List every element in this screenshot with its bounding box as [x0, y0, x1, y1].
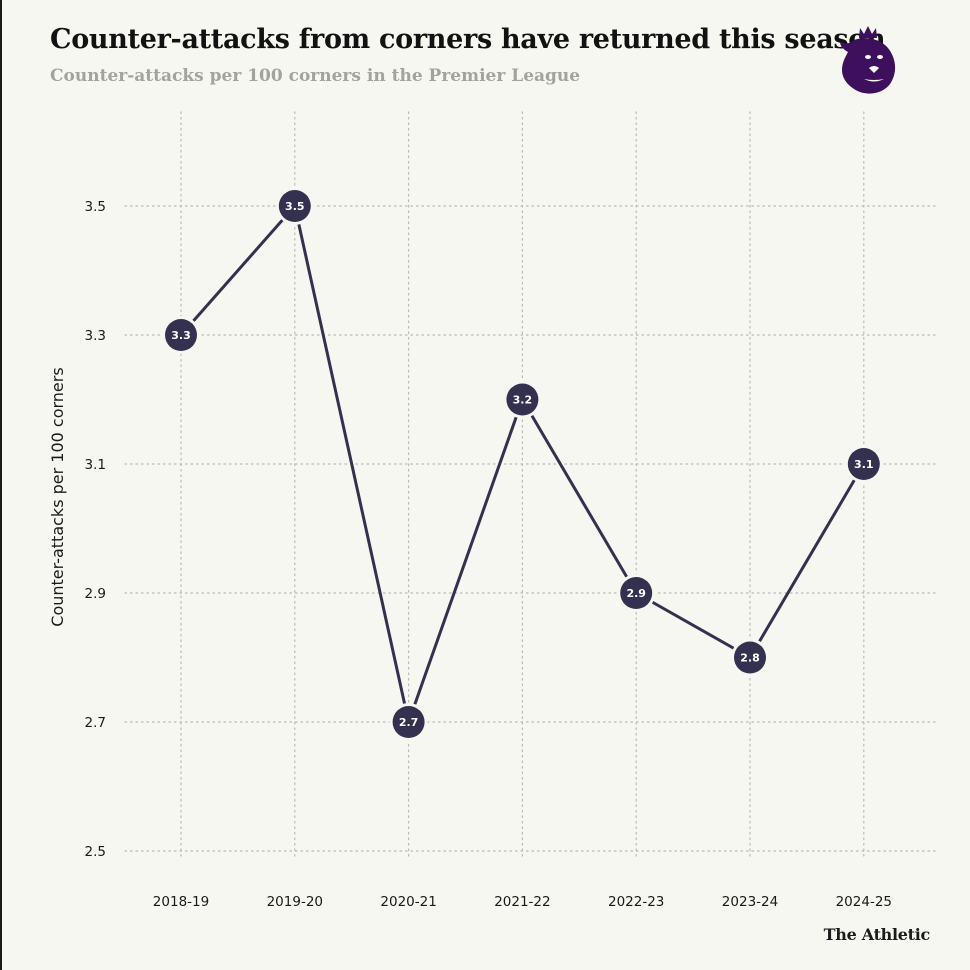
data-label: 2.9	[626, 587, 646, 600]
axes: 2.5 2.7 2.9 3.1 3.3 3.5 2018-19 2019-20 2020-21 2…	[85, 199, 892, 910]
data-point	[278, 190, 311, 222]
y-tick-label: 3.3	[85, 328, 106, 344]
y-tick-label: 3.5	[85, 199, 106, 215]
data-label: 2.8	[740, 652, 760, 665]
data-point	[847, 448, 880, 480]
brand-logo-text: The Athletic	[823, 925, 931, 944]
data-label: 3.1	[854, 458, 874, 471]
x-tick-label: 2023-24	[722, 894, 778, 910]
data-point	[165, 319, 197, 351]
data-point	[392, 706, 425, 738]
data-point	[734, 641, 766, 674]
chart-subtitle: Counter-attacks per 100 corners in the P…	[50, 66, 581, 86]
data-label: 2.7	[399, 716, 419, 729]
y-tick-label: 2.7	[85, 715, 106, 731]
premier-league-lion-icon	[840, 26, 896, 94]
x-tick-label: 2019-20	[267, 894, 323, 910]
data-point	[506, 383, 539, 416]
series: 3.3 3.5 2.7 3.2 2.9 2.8 3.1	[162, 187, 883, 741]
y-tick-label: 2.5	[85, 844, 106, 860]
data-label: 3.2	[513, 394, 533, 407]
y-tick-label: 3.1	[85, 457, 106, 473]
data-label: 3.3	[171, 329, 191, 342]
x-tick-label: 2020-21	[380, 894, 436, 910]
data-point	[620, 577, 653, 609]
frame-edge	[0, 0, 2, 970]
data-label: 3.5	[285, 200, 305, 213]
grid	[124, 111, 936, 861]
x-tick-label: 2021-22	[494, 894, 550, 910]
x-tick-label: 2018-19	[153, 894, 209, 910]
x-tick-label: 2022-23	[608, 894, 664, 910]
x-tick-label: 2024-25	[836, 894, 892, 910]
y-axis-label: Counter-attacks per 100 corners	[48, 367, 67, 626]
y-tick-label: 2.9	[85, 586, 106, 602]
chart-title: Counter-attacks from corners have return…	[50, 24, 886, 55]
